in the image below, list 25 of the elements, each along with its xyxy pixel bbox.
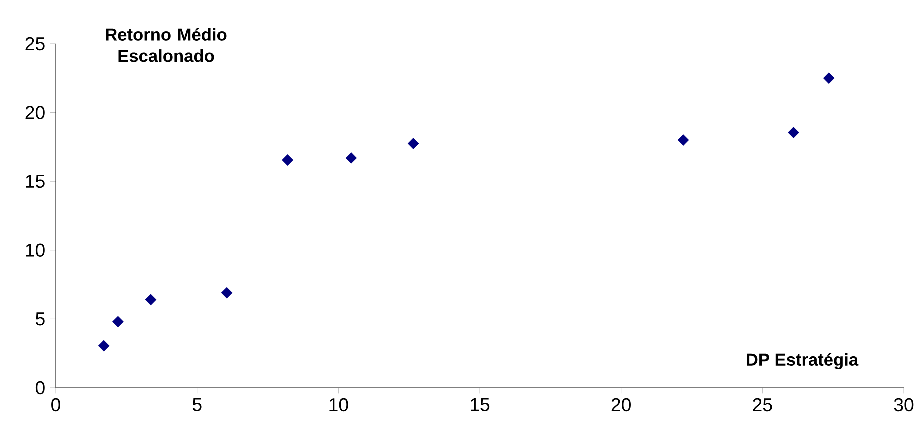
- point: [145, 294, 157, 306]
- y-tick-label: 10: [26, 244, 45, 257]
- x-tick-label: 0: [52, 398, 60, 412]
- y-tick-label: 20: [26, 106, 45, 120]
- y-tick-label: 15: [26, 175, 45, 188]
- point: [346, 152, 357, 164]
- y-tick-label: 0: [36, 381, 45, 395]
- x-tick-label: 10: [330, 398, 348, 412]
- x-tick-label: 15: [471, 398, 490, 412]
- point: [408, 138, 420, 150]
- y-axis-title: Retorno Médio Escalonado: [106, 28, 227, 62]
- x-tick-label: 20: [612, 398, 631, 412]
- point: [678, 134, 690, 146]
- y-tick-label: 5: [36, 312, 45, 326]
- point: [282, 154, 294, 166]
- point: [824, 72, 835, 84]
- point: [788, 127, 800, 138]
- point: [98, 340, 110, 352]
- point: [112, 316, 124, 328]
- point: [221, 287, 233, 299]
- y-tick-label: 25: [26, 37, 45, 51]
- x-tick-label: 30: [894, 398, 914, 412]
- x-axis-title: DP Estratégia: [747, 353, 859, 370]
- x-tick-label: 5: [192, 398, 202, 412]
- x-tick-label: 25: [753, 398, 772, 412]
